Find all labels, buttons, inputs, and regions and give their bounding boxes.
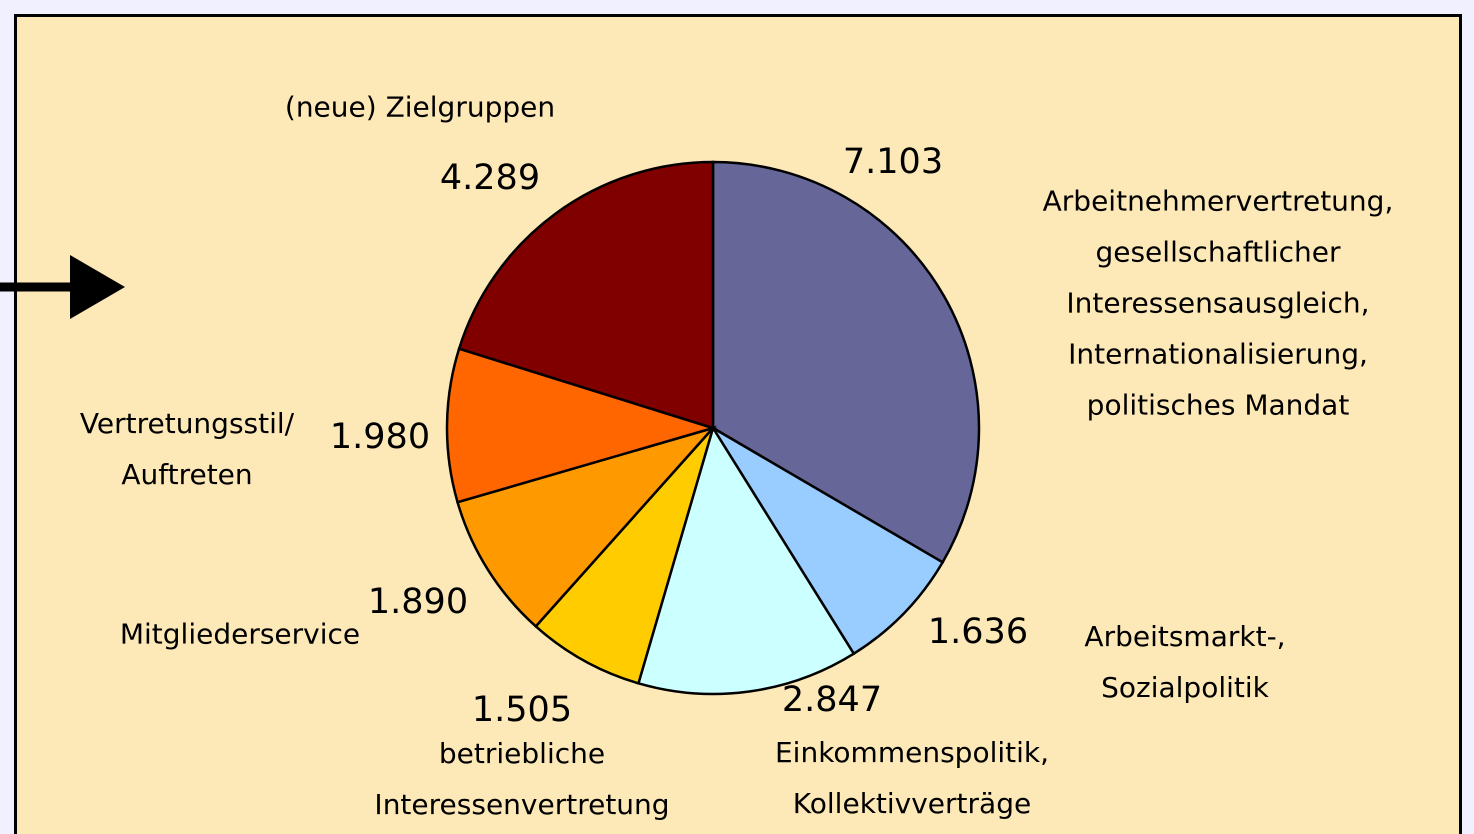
pie-slice — [534, 427, 715, 685]
category-label: Mitgliederservice — [119, 617, 361, 651]
arrow-head — [70, 255, 125, 319]
value-label: 2.847 — [781, 680, 883, 720]
value-label: 1.890 — [367, 582, 469, 622]
value-label: 1.980 — [329, 417, 431, 457]
pie-slice — [456, 425, 717, 629]
category-label: Arbeitsmarkt-, Sozialpolitik — [1084, 620, 1286, 704]
category-label: betriebliche Interessenvertretung — [374, 737, 670, 821]
pie-slice — [711, 160, 981, 565]
category-label: (neue) Zielgruppen — [284, 90, 556, 124]
value-label: 7.103 — [842, 142, 944, 182]
pie-slice — [636, 424, 856, 696]
pie-slice — [711, 426, 945, 656]
value-label: 1.636 — [927, 612, 1029, 652]
pie-slice — [445, 347, 718, 504]
category-label: Einkommenspolitik, Kollektivverträge — [774, 736, 1050, 820]
pie-slice — [457, 160, 715, 430]
value-label: 4.289 — [439, 158, 541, 198]
value-label: 1.505 — [471, 690, 573, 730]
category-label: Arbeitnehmervertretung, gesellschaftlich… — [1042, 184, 1394, 422]
category-label: Vertretungsstil/ Auftreten — [79, 407, 295, 491]
